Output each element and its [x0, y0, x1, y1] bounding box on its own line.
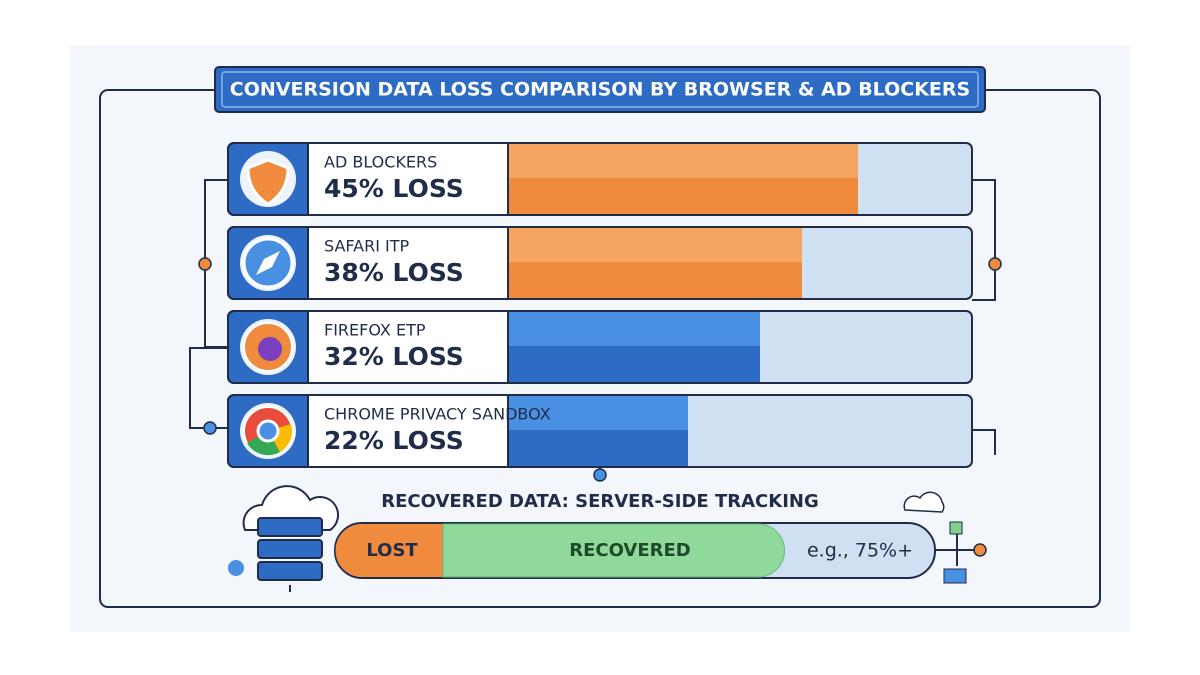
- row-name: SAFARI ITP: [324, 237, 409, 256]
- dot: [593, 468, 607, 482]
- rows: AD BLOCKERS 45% LOSS SAFARI ITP 38% LOSS FIR…: [227, 142, 973, 468]
- bar-highlight: [508, 396, 688, 430]
- dot: [203, 421, 217, 435]
- server-unit: [257, 561, 323, 581]
- lost-label: LOST: [366, 540, 418, 561]
- row-name: CHROME PRIVACY SANDBOX: [324, 405, 551, 424]
- row-text-area: [308, 396, 508, 466]
- chrome-green: [247, 431, 280, 456]
- dot: [198, 257, 212, 271]
- title: CONVERSION DATA LOSS COMPARISON BY BROWS…: [230, 79, 970, 101]
- cloud: [903, 491, 945, 513]
- row: FIREFOX ETP 32% LOSS: [227, 310, 973, 384]
- row: SAFARI ITP 38% LOSS: [227, 226, 973, 300]
- firefox-globe: [258, 337, 282, 361]
- row-loss: 45% LOSS: [324, 174, 464, 203]
- right-connector: [935, 532, 980, 566]
- bar-highlight: [508, 312, 760, 346]
- recovery-note: e.g., 75%+: [807, 540, 913, 562]
- safari-needle: [256, 251, 280, 275]
- row-name: AD BLOCKERS: [324, 153, 437, 172]
- row-loss: 22% LOSS: [324, 426, 464, 455]
- server-icon: [242, 485, 339, 581]
- bar-highlight: [508, 228, 802, 262]
- recovered-segment: [442, 523, 785, 578]
- dot: [988, 257, 1002, 271]
- row-loss: 32% LOSS: [324, 342, 464, 371]
- row-text-area: [308, 312, 508, 382]
- chrome-center: [256, 419, 280, 443]
- row: AD BLOCKERS 45% LOSS: [227, 142, 973, 216]
- right-connector: [972, 429, 996, 455]
- square-icon: [949, 521, 963, 535]
- right-connector: [972, 179, 996, 301]
- server-unit: [257, 517, 323, 537]
- row-name: FIREFOX ETP: [324, 321, 426, 340]
- title-banner-border: [221, 71, 979, 108]
- recovery-title: RECOVERED DATA: SERVER-SIDE TRACKING: [381, 491, 818, 512]
- dot: [228, 560, 244, 576]
- row-loss: 38% LOSS: [324, 258, 464, 287]
- lost-segment: [335, 524, 443, 577]
- bar-highlight: [508, 144, 858, 178]
- row-text-area: [308, 144, 508, 214]
- dot: [973, 543, 987, 557]
- recovered-label: RECOVERED: [569, 540, 691, 561]
- server-unit: [257, 539, 323, 559]
- square-icon: [943, 568, 967, 584]
- title-banner: [214, 66, 986, 113]
- shield-icon: [246, 158, 290, 206]
- row: CHROME PRIVACY SANDBOX 22% LOSS: [227, 394, 973, 468]
- row-text-area: [308, 228, 508, 298]
